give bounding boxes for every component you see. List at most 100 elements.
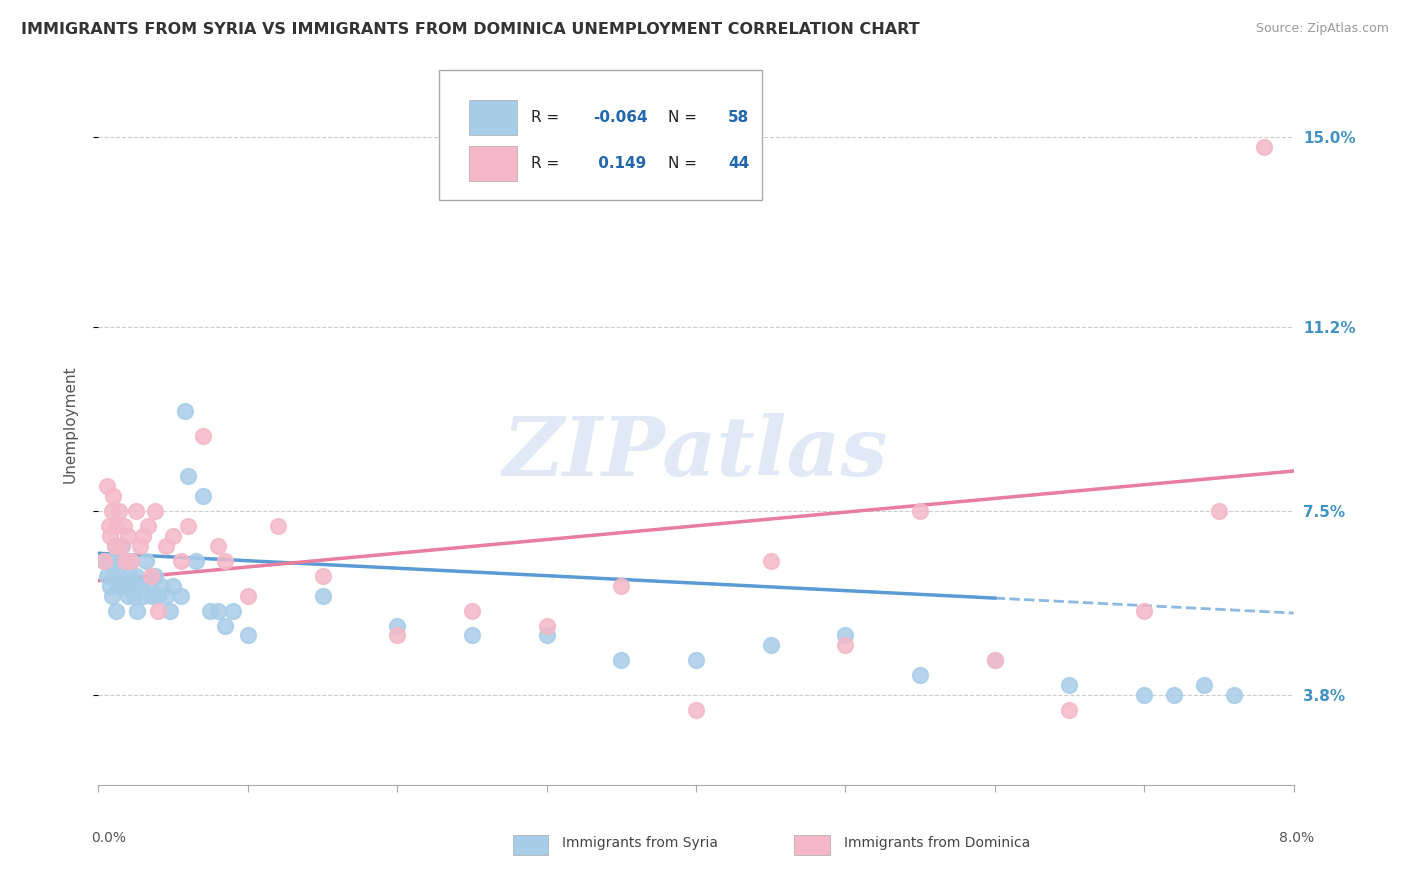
Text: R =: R = [531,110,564,125]
Point [125,568,148,582]
Point [610,653,633,667]
Point [1133,603,1156,617]
Point [177,519,200,533]
FancyBboxPatch shape [470,146,517,181]
Point [114,554,136,568]
Point [267,519,290,533]
Point [1192,678,1215,692]
Point [117,529,139,543]
Point [98,529,122,543]
Point [127,603,149,617]
Point [93,554,115,568]
Point [132,529,155,543]
Point [191,429,214,443]
Point [114,554,136,568]
Point [124,589,146,603]
Point [207,539,229,553]
Point [138,579,160,593]
Point [461,603,484,617]
Point [236,589,259,603]
Point [759,554,782,568]
Point [610,579,633,593]
Point [101,589,124,603]
Point [1223,688,1246,702]
Point [120,554,142,568]
Point [162,529,184,543]
Point [132,589,155,603]
Point [129,539,152,553]
Point [214,554,236,568]
Point [177,469,200,483]
Point [121,579,143,593]
Text: 0.0%: 0.0% [91,831,127,846]
Point [984,653,1007,667]
Point [162,579,184,593]
Point [120,554,142,568]
Point [103,568,125,582]
Point [97,519,120,533]
Point [125,504,148,518]
Point [214,618,236,632]
Point [148,589,170,603]
Point [136,519,159,533]
Point [908,668,931,682]
Point [115,579,138,593]
Point [200,603,222,617]
Point [103,489,125,503]
Point [191,489,214,503]
Text: Immigrants from Syria: Immigrants from Syria [562,836,718,850]
Point [984,653,1007,667]
Point [148,603,170,617]
Point [97,554,120,568]
Text: N =: N = [668,156,703,171]
Text: Source: ZipAtlas.com: Source: ZipAtlas.com [1256,22,1389,36]
Point [159,603,181,617]
Point [461,628,484,642]
Point [108,568,131,582]
Point [385,618,409,632]
Point [236,628,259,642]
Point [117,589,139,603]
Point [184,554,207,568]
Point [834,628,856,642]
Point [107,579,129,593]
Text: R =: R = [531,156,564,171]
Text: 44: 44 [728,156,749,171]
Point [98,579,122,593]
Point [834,639,856,653]
Point [685,653,707,667]
Point [311,589,333,603]
FancyBboxPatch shape [470,100,517,135]
Point [908,504,931,518]
Point [101,504,124,518]
Text: ZIPatlas: ZIPatlas [503,413,889,492]
Point [174,404,197,418]
Text: N =: N = [668,110,703,125]
Point [141,589,163,603]
Point [1059,678,1081,692]
Point [1253,140,1275,154]
Point [112,579,135,593]
Text: Immigrants from Dominica: Immigrants from Dominica [844,836,1029,850]
Text: -0.064: -0.064 [593,110,648,125]
Y-axis label: Unemployment: Unemployment [63,365,77,483]
Point [155,539,177,553]
Point [169,589,191,603]
Point [93,554,115,568]
Text: 8.0%: 8.0% [1279,831,1315,846]
Point [155,589,177,603]
Point [169,554,191,568]
Point [129,579,152,593]
Text: 0.149: 0.149 [593,156,647,171]
Point [536,618,558,632]
Point [139,568,162,582]
Point [110,554,132,568]
Point [105,603,128,617]
Point [1163,688,1185,702]
Point [104,539,127,553]
Point [118,568,141,582]
Point [1208,504,1230,518]
Point [311,568,333,582]
Point [150,579,173,593]
FancyBboxPatch shape [439,70,762,200]
